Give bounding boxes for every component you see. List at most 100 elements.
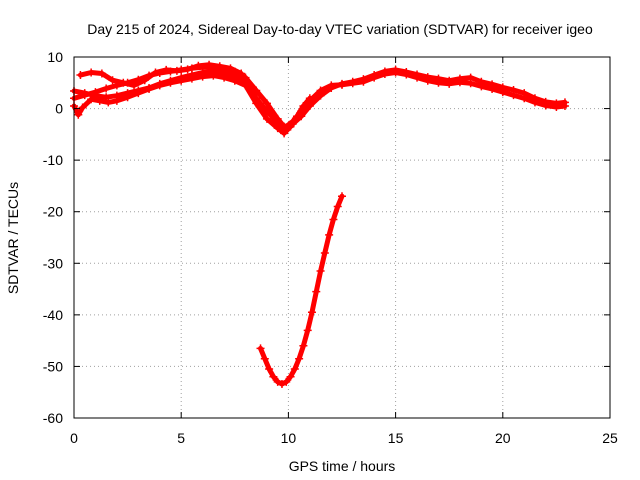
data-point-marker — [488, 84, 497, 93]
data-point-marker — [130, 81, 139, 90]
y-tick-label: 10 — [47, 49, 63, 65]
data-point-marker — [338, 80, 346, 89]
data-point-marker — [87, 68, 96, 77]
data-point-marker — [277, 379, 286, 388]
data-point-marker — [177, 76, 186, 85]
data-point-marker — [187, 74, 196, 83]
data-point-marker — [273, 377, 282, 386]
data-point-marker — [316, 267, 325, 276]
data-point-marker — [237, 69, 246, 78]
data-point-marker — [256, 344, 265, 353]
chart-title: Day 215 of 2024, Sidereal Day-to-day VTE… — [87, 21, 593, 37]
data-point-marker — [380, 70, 389, 79]
series-trace — [258, 193, 345, 387]
x-tick-label: 0 — [70, 430, 78, 446]
data-point-marker — [198, 72, 207, 81]
data-point-marker — [220, 73, 229, 82]
data-point-marker — [303, 326, 312, 335]
data-point-marker — [370, 73, 379, 82]
y-tick-label: 0 — [55, 101, 63, 117]
data-point-marker — [78, 103, 87, 112]
data-point-marker — [230, 76, 239, 85]
data-point-marker — [183, 65, 192, 74]
data-point-marker — [455, 78, 464, 87]
data-point-marker — [262, 99, 271, 108]
grid-lines — [74, 57, 610, 418]
data-point-marker — [413, 73, 422, 82]
data-point-marker — [307, 308, 316, 317]
data-point-marker — [295, 354, 304, 363]
x-tick-label: 10 — [281, 430, 297, 446]
data-point-marker — [241, 81, 250, 90]
series-track-4 — [76, 60, 246, 90]
data-point-marker — [95, 96, 104, 105]
data-point-marker — [348, 79, 357, 88]
data-point-marker — [269, 372, 278, 381]
data-point-marker — [104, 98, 113, 107]
y-tick-label: -30 — [43, 255, 63, 271]
series-track-1 — [70, 63, 569, 131]
data-point-marker — [280, 129, 289, 138]
data-point-marker — [87, 95, 96, 104]
data-point-marker — [74, 110, 83, 119]
data-point-marker — [477, 82, 486, 91]
data-point-marker — [402, 70, 411, 79]
data-point-marker — [530, 98, 539, 107]
data-point-marker — [312, 287, 321, 296]
data-point-marker — [445, 79, 454, 88]
series-track-5 — [256, 192, 346, 388]
data-point-marker — [434, 78, 443, 87]
data-point-marker — [265, 365, 274, 374]
y-tick-label: -50 — [43, 358, 63, 374]
data-point-marker — [151, 68, 160, 77]
series-track-3 — [70, 71, 314, 138]
data-point-marker — [260, 354, 269, 363]
x-tick-label: 25 — [602, 430, 618, 446]
y-tick-label: -20 — [43, 204, 63, 220]
data-point-marker — [320, 248, 329, 257]
data-point-marker — [290, 365, 299, 374]
data-point-marker — [76, 71, 85, 80]
data-point-marker — [286, 372, 295, 381]
data-point-marker — [282, 377, 291, 386]
data-point-marker — [140, 76, 149, 85]
data-point-marker — [172, 66, 181, 75]
data-point-marker — [552, 103, 561, 112]
x-tick-label: 5 — [177, 430, 185, 446]
series-trace — [71, 73, 313, 136]
data-point-marker — [123, 93, 132, 102]
y-tick-label: -40 — [43, 307, 63, 323]
data-point-marker — [252, 99, 261, 108]
data-point-marker — [226, 64, 235, 73]
data-point-marker — [325, 230, 334, 239]
data-point-marker — [97, 69, 106, 78]
x-tick-label: 20 — [495, 430, 511, 446]
data-point-marker — [359, 77, 368, 86]
plot-frame — [73, 56, 611, 419]
data-point-marker — [145, 84, 154, 93]
data-point-marker — [520, 94, 529, 103]
data-point-marker — [194, 61, 203, 70]
x-axis-label: GPS time / hours — [289, 458, 396, 474]
data-point-marker — [262, 114, 271, 123]
y-axis-label: SDTVAR / TECUs — [5, 182, 21, 294]
axis-ticks: 0 5 10 15 20 25 -60 -50 -40 -30 -20 -10 0 10 — [43, 49, 618, 446]
data-point-marker — [305, 94, 314, 103]
data-point-marker — [108, 76, 117, 85]
data-point-marker — [333, 202, 342, 211]
data-series — [70, 60, 569, 388]
data-point-marker — [80, 89, 89, 98]
data-point-marker — [338, 192, 346, 201]
data-point-marker — [215, 62, 224, 71]
data-point-marker — [560, 101, 569, 110]
data-point-marker — [209, 71, 218, 80]
data-point-marker — [466, 79, 475, 88]
data-point-marker — [327, 81, 336, 90]
data-point-marker — [119, 78, 128, 87]
data-point-marker — [541, 101, 550, 110]
data-point-marker — [155, 81, 164, 90]
y-tick-label: -60 — [43, 410, 63, 426]
data-point-marker — [316, 86, 325, 95]
data-point-marker — [329, 215, 338, 224]
